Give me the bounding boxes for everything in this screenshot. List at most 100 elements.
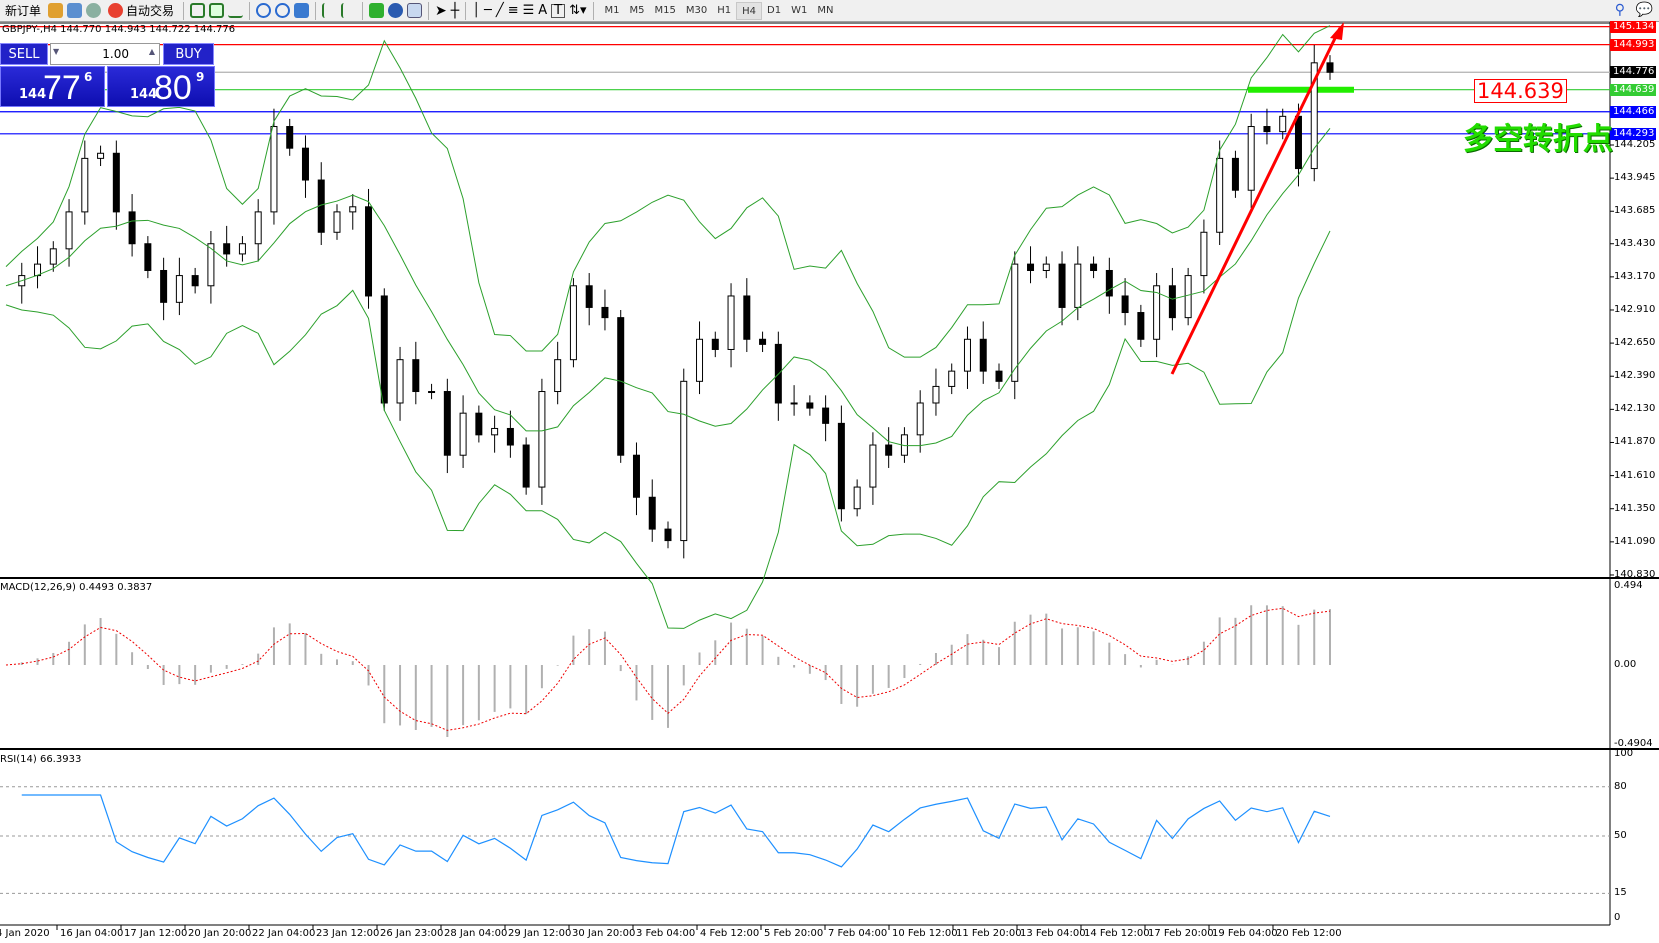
horizontal-line-icon[interactable]: ─ [484, 3, 492, 18]
buy-button[interactable]: BUY [163, 43, 214, 65]
timeframe-h4[interactable]: H4 [736, 1, 763, 20]
candle-body [128, 211, 136, 245]
sell-button[interactable]: SELL [0, 43, 48, 65]
separator [183, 1, 185, 20]
timeframe-mn[interactable]: MN [817, 4, 834, 16]
tile-windows-icon[interactable] [294, 3, 310, 18]
candle-body [538, 391, 546, 488]
candle-body [869, 444, 877, 488]
candle-body [617, 317, 625, 456]
signal-icon[interactable] [86, 3, 102, 18]
candle-body [1184, 275, 1192, 319]
macd-signal-line [5, 607, 1331, 731]
new-order-button[interactable]: 新订单 [2, 1, 44, 21]
candle-body [743, 295, 751, 340]
trend-arrow-head [1330, 22, 1344, 40]
search-icon[interactable]: ⚲ [1614, 2, 1625, 18]
separator [315, 1, 317, 20]
candle-body [711, 338, 719, 350]
rsi-axis-label: 80 [1614, 780, 1627, 792]
separator [465, 1, 467, 20]
vertical-line-icon[interactable]: │ [472, 3, 481, 18]
auto-scroll-icon[interactable] [322, 3, 337, 18]
candle-body [680, 380, 688, 542]
chart-area[interactable] [0, 22, 1659, 943]
candle-body [254, 211, 262, 245]
candle-body [1011, 263, 1019, 382]
candle-body [160, 269, 168, 303]
timeframe-w1[interactable]: W1 [791, 4, 808, 16]
time-tick-label: 11 Feb 20:00 [956, 928, 1022, 939]
candle-body [948, 370, 956, 387]
chart-shift-icon[interactable] [341, 3, 356, 18]
bar-chart-icon[interactable] [190, 3, 206, 18]
line-chart-icon[interactable] [228, 3, 244, 18]
periods-icon[interactable] [388, 3, 404, 18]
rsi-line [21, 794, 1331, 868]
lot-decrease-icon[interactable]: ▼ [53, 47, 60, 56]
candle-body [459, 412, 467, 456]
candle-body [916, 402, 924, 436]
rsi-axis-label: 0 [1614, 912, 1621, 923]
price-tick-label: 143.430 [1614, 237, 1656, 249]
chat-icon[interactable]: 💬 [1635, 2, 1653, 18]
price-tick-label: 141.350 [1614, 502, 1656, 514]
auto-trade-button[interactable]: 自动交易 [105, 1, 177, 21]
candle-body [585, 285, 593, 308]
lot-size-input[interactable]: ▼ 1.00 ▲ [50, 43, 160, 65]
candle-body [1263, 126, 1271, 133]
macd-label: MACD(12,26,9) 0.4493 0.3837 [0, 582, 153, 593]
candle-body [632, 454, 640, 498]
text-tool-icon[interactable]: A [538, 3, 548, 18]
separator [362, 1, 364, 20]
timeframe-m15[interactable]: M15 [654, 4, 676, 16]
bollinger-middle [5, 128, 1331, 447]
level-price-label: 144.776 [1610, 66, 1656, 79]
fibonacci-icon[interactable]: ☰ [522, 3, 535, 18]
annotation-text[interactable]: 多空转折点 [1463, 122, 1613, 157]
candle-body [601, 306, 609, 319]
annotation-price-box[interactable]: 144.639 [1474, 79, 1567, 103]
candle-body [853, 486, 861, 510]
price-tick-label: 141.870 [1614, 436, 1656, 448]
indicators-icon[interactable] [369, 3, 385, 18]
timeframe-m30[interactable]: M30 [685, 4, 708, 16]
candle-body [301, 147, 309, 181]
timeframe-m1[interactable]: M1 [604, 4, 620, 16]
cursor-icon[interactable]: ➤ [435, 2, 447, 19]
time-tick-label: 13 Feb 04:00 [1020, 928, 1086, 939]
trendline-icon[interactable]: ╱ [495, 3, 504, 18]
market-watch-icon[interactable] [48, 3, 64, 18]
zoom-in-icon[interactable] [256, 3, 272, 18]
channel-icon[interactable]: ≡ [507, 3, 519, 18]
candlestick-icon[interactable] [209, 3, 225, 18]
lot-increase-icon[interactable]: ▲ [148, 47, 155, 56]
time-tick-label: 20 Jan 20:00 [188, 928, 252, 939]
candle-body [191, 275, 199, 287]
price-tick-label: 140.830 [1614, 568, 1656, 580]
candle-body [1326, 62, 1334, 73]
timeframe-h1[interactable]: H1 [717, 4, 732, 16]
crosshair-icon[interactable]: ┼ [450, 2, 460, 19]
candle-body [1105, 269, 1113, 297]
price-tick-label: 142.650 [1614, 337, 1656, 349]
price-tick-label: 143.685 [1614, 205, 1656, 217]
candle-body [428, 391, 436, 394]
templates-icon[interactable] [407, 3, 423, 18]
arrows-icon[interactable]: ⇅▾ [569, 3, 587, 18]
candle-body [995, 370, 1003, 382]
macd-axis-label: 0.494 [1614, 580, 1643, 591]
zoom-out-icon[interactable] [275, 3, 291, 18]
timeframe-d1[interactable]: D1 [767, 4, 782, 16]
navigator-icon[interactable] [67, 3, 83, 18]
candle-body [759, 338, 767, 345]
time-tick-label: 4 Jan 2020 [0, 928, 50, 939]
buy-price[interactable]: 144 80 9 [107, 66, 215, 107]
candle-body [1153, 285, 1161, 340]
candle-body [65, 211, 73, 250]
text-label-icon[interactable]: T [551, 3, 566, 18]
timeframe-m5[interactable]: M5 [629, 4, 645, 16]
separator [428, 1, 430, 20]
candle-body [412, 359, 420, 393]
sell-price[interactable]: 144 77 6 [0, 66, 105, 107]
